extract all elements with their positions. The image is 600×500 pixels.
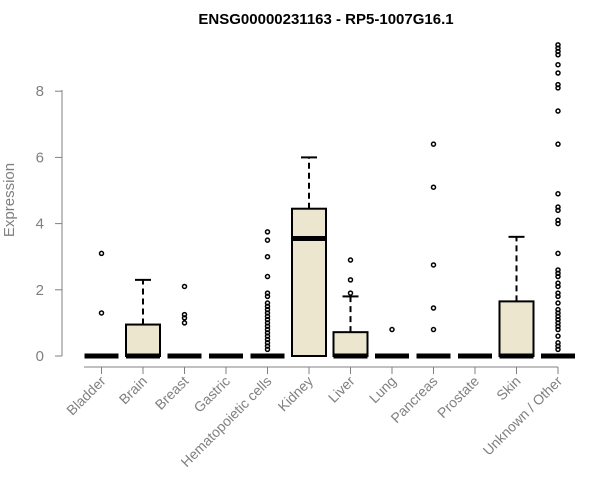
chart-title: ENSG00000231163 - RP5-1007G16.1: [198, 11, 453, 28]
outlier-point: [430, 184, 437, 190]
outlier-point: [264, 293, 271, 300]
box-group: [498, 235, 535, 359]
outlier-point: [555, 52, 561, 58]
outlier-point: [555, 85, 561, 91]
y-axis-ticks: 0 2 4 6 8: [36, 83, 62, 365]
outlier-point: [264, 273, 271, 280]
outlier-point: [181, 283, 188, 290]
outlier-point: [347, 257, 354, 263]
outlier-point: [555, 70, 561, 76]
outlier-point: [98, 250, 105, 257]
outlier-point: [555, 333, 561, 339]
box-group: [332, 257, 369, 359]
outlier-point: [555, 283, 561, 290]
outlier-point: [430, 141, 437, 147]
box-iqr: [291, 207, 327, 357]
y-tick-label: 0: [36, 348, 44, 365]
outlier-point: [555, 346, 561, 353]
x-tick-label: Lung: [366, 373, 399, 406]
outlier-point: [98, 310, 105, 316]
outlier-point: [389, 326, 395, 333]
box-group: [541, 42, 575, 359]
outlier-point: [555, 108, 561, 114]
outlier-point: [555, 273, 561, 280]
y-tick-label: 6: [36, 149, 44, 166]
x-tick-label: Brain: [116, 373, 150, 407]
outlier-point: [555, 250, 561, 257]
x-tick-label: Liver: [325, 373, 358, 406]
box-group: [84, 250, 119, 359]
box-iqr: [498, 300, 535, 358]
y-axis-label: Expression: [1, 163, 18, 237]
box-iqr: [332, 331, 369, 357]
y-tick-label: 8: [36, 83, 44, 100]
outlier-point: [555, 300, 561, 306]
box-group: [125, 278, 161, 359]
box-group: [416, 141, 451, 359]
x-tick-label: Prostate: [434, 373, 482, 421]
outlier-point: [555, 61, 561, 68]
box-group: [375, 326, 409, 359]
outlier-point: [555, 191, 561, 197]
outlier-point: [430, 262, 437, 268]
x-tick-label: Breast: [152, 373, 192, 413]
outlier-point: [555, 141, 561, 147]
x-tick-label: Kidney: [275, 373, 317, 415]
x-tick-label: Skin: [493, 373, 524, 404]
outlier-point: [181, 315, 188, 321]
x-tick-label: Bladder: [63, 373, 109, 419]
boxes-layer: [84, 42, 575, 359]
outlier-point: [555, 207, 561, 214]
outlier-point: [430, 305, 437, 311]
outlier-point: [347, 277, 354, 283]
outlier-point: [555, 220, 561, 227]
outlier-point: [264, 237, 271, 243]
outlier-point: [264, 229, 271, 235]
y-tick-label: 2: [36, 282, 44, 299]
outlier-point: [264, 346, 271, 353]
outlier-point: [555, 293, 561, 300]
outlier-point: [555, 326, 561, 333]
box-iqr: [125, 323, 161, 357]
outlier-point: [264, 253, 271, 260]
box-group: [250, 229, 285, 359]
x-tick-label: Unknown / Other: [480, 373, 566, 459]
y-tick-label: 4: [36, 216, 44, 233]
box-group: [291, 156, 327, 357]
outlier-point: [430, 326, 437, 333]
outlier-point: [181, 320, 188, 326]
box-group: [167, 283, 202, 359]
outlier-point: [347, 290, 354, 296]
